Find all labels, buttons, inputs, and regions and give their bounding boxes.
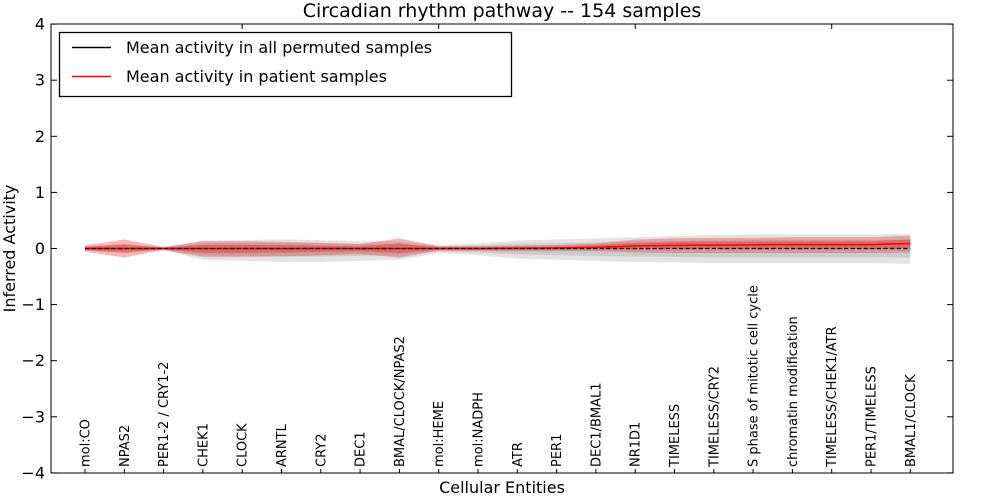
x-tick-labels: mol:CO NPAS2 PER1-2 / CRY1-2 CHEK1 CLOCK ARNT…	[79, 285, 919, 468]
x-category-label: BMAL/CLOCK/NPAS2	[393, 336, 408, 467]
y-tick-label: 0	[35, 239, 45, 258]
x-category-label: ARNTL	[275, 423, 290, 467]
x-category-label: mol:HEME	[432, 401, 447, 467]
chart-title: Circadian rhythm pathway -- 154 samples	[303, 0, 702, 22]
x-category-label: NR1D1	[629, 422, 644, 467]
x-category-label: CLOCK	[236, 423, 251, 467]
y-tick-label: −3	[21, 407, 45, 426]
legend-box	[58, 31, 513, 98]
y-tick-label: 4	[35, 15, 45, 34]
legend-label-permuted: Mean activity in all permuted samples	[126, 38, 432, 57]
x-category-label: TIMELESS/CHEK1/ATR	[825, 326, 840, 468]
axis-ticks	[51, 23, 953, 474]
y-tick-label: 2	[35, 127, 45, 146]
x-category-label: CHEK1	[196, 423, 211, 467]
x-category-label: DEC1	[354, 431, 369, 467]
x-category-label: S phase of mitotic cell cycle	[747, 285, 762, 467]
x-axis-label: Cellular Entities	[439, 478, 565, 497]
legend: Mean activity in all permuted samples Me…	[58, 31, 513, 98]
x-category-label: mol:NADPH	[472, 392, 487, 467]
x-category-label: mol:CO	[79, 419, 94, 467]
x-category-label: CRY2	[314, 434, 329, 468]
x-category-label: TIMELESS/CRY2	[707, 366, 722, 468]
y-tick-label: −1	[21, 295, 45, 314]
band-patient-spread-inner	[85, 239, 911, 253]
y-axis-label: Inferred Activity	[0, 185, 19, 313]
x-category-label: BMAL1/CLOCK	[904, 374, 919, 467]
x-category-label: PER1/TIMELESS	[865, 366, 880, 467]
mean-lines	[85, 242, 911, 250]
x-category-label: chromatin modification	[786, 316, 801, 467]
y-tick-label: −4	[21, 463, 45, 482]
x-category-label: PER1	[550, 434, 565, 467]
band-patient-spread-outer	[85, 235, 911, 258]
x-category-label: NPAS2	[118, 425, 133, 467]
legend-label-patient: Mean activity in patient samples	[126, 67, 387, 86]
y-tick-label: 3	[35, 71, 45, 90]
x-category-label: TIMELESS	[668, 404, 683, 468]
y-tick-label: −2	[21, 351, 45, 370]
x-category-label: DEC1/BMAL1	[589, 383, 604, 468]
y-tick-label: 1	[35, 183, 45, 202]
y-tick-labels: 4 3 2 1 0 −1 −2 −3 −4	[21, 15, 45, 483]
x-category-label: ATR	[511, 442, 526, 467]
x-category-label: PER1-2 / CRY1-2	[157, 362, 172, 467]
